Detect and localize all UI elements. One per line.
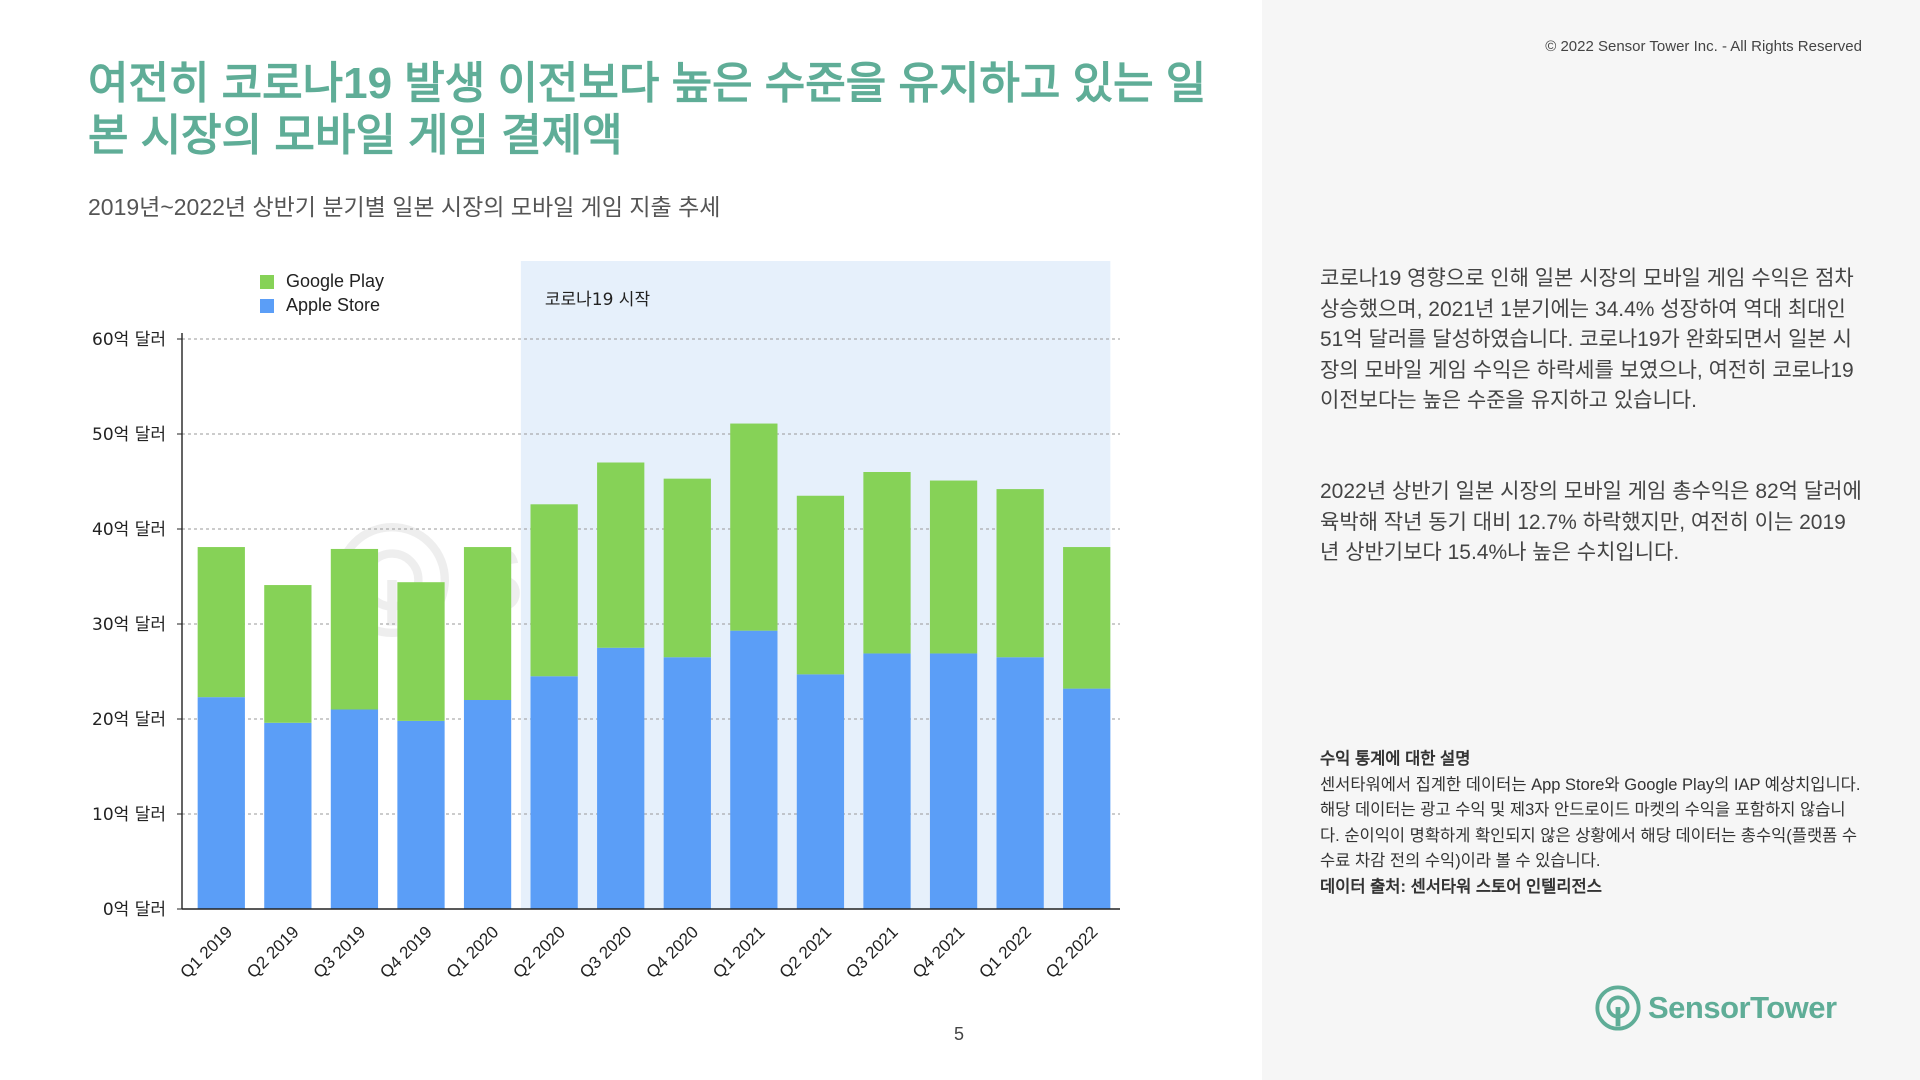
legend-swatch bbox=[260, 299, 274, 313]
x-tick-label: Q2 2020 bbox=[509, 922, 569, 982]
bar-google-play bbox=[530, 504, 578, 677]
revenue-note: 수익 통계에 대한 설명 센서타워에서 집계한 데이터는 App Store와 … bbox=[1320, 747, 1865, 900]
bar-apple-store bbox=[597, 647, 645, 909]
bar-apple-store bbox=[1063, 688, 1111, 909]
bar-apple-store bbox=[530, 676, 578, 909]
bar-google-play bbox=[463, 547, 512, 700]
summary-paragraph-2: 2022년 상반기 일본 시장의 모바일 게임 총수익은 82억 달러에 육박해… bbox=[1320, 480, 1862, 564]
bar-google-play bbox=[996, 489, 1044, 658]
legend-label: Apple Store bbox=[286, 295, 380, 315]
bar-apple-store bbox=[663, 657, 711, 909]
y-tick-label: 30억 달러 bbox=[92, 615, 166, 635]
bar-google-play bbox=[730, 423, 778, 631]
logo-text: SensorTower bbox=[1648, 990, 1837, 1025]
bar-google-play bbox=[397, 582, 445, 721]
right-panel bbox=[1262, 0, 1920, 1080]
summary-paragraph-1: 코로나19 영향으로 인해 일본 시장의 모바일 게임 수익은 점차 상승했으며… bbox=[1320, 267, 1854, 412]
note-title: 수익 통계에 대한 설명 bbox=[1320, 750, 1471, 768]
x-tick-label: Q1 2021 bbox=[709, 922, 769, 982]
bar-apple-store bbox=[397, 720, 445, 909]
y-tick-label: 40억 달러 bbox=[92, 520, 166, 540]
bar-google-play bbox=[264, 585, 312, 723]
bar-google-play bbox=[663, 478, 711, 658]
y-axis-ticks: 0억 달러 10억 달러 20억 달러 30억 달러 40억 달러 50억 달러 60억 달… bbox=[92, 330, 166, 920]
bar-google-play bbox=[330, 548, 379, 710]
x-tick-label: Q1 2022 bbox=[975, 922, 1035, 982]
covid-annotation: 코로나19 시작 bbox=[545, 290, 651, 310]
sensor-tower-logo-icon bbox=[1595, 985, 1641, 1031]
x-tick-label: Q2 2022 bbox=[1042, 922, 1102, 982]
y-tick-label: 10억 달러 bbox=[92, 805, 166, 825]
bar-chart: 코로나19 시작 0억 달러 10억 달러 20억 달러 30억 달러 40억 달러 50… bbox=[92, 261, 1120, 982]
bar-apple-store bbox=[929, 653, 978, 909]
x-tick-label: Q4 2019 bbox=[376, 922, 436, 982]
bar-google-play bbox=[929, 480, 978, 654]
x-tick-label: Q1 2020 bbox=[443, 922, 503, 982]
bar-google-play bbox=[197, 547, 245, 698]
x-tick-label: Q1 2019 bbox=[177, 922, 237, 982]
legend-label: Google Play bbox=[286, 271, 384, 291]
bar-google-play bbox=[863, 472, 911, 654]
axes bbox=[177, 333, 1120, 910]
y-tick-label: 50억 달러 bbox=[92, 425, 166, 445]
sensor-tower-logo: SensorTower bbox=[1594, 984, 1837, 1032]
x-tick-label: Q3 2020 bbox=[576, 922, 636, 982]
y-tick-label: 60억 달러 bbox=[92, 330, 166, 350]
note-source: 데이터 출처: 센서타워 스토어 인텔리전스 bbox=[1320, 877, 1602, 896]
page-title: 여전히 코로나19 발생 이전보다 높은 수준을 유지하고 있는 일본 시장의 … bbox=[88, 59, 1207, 160]
bar-google-play bbox=[1063, 547, 1111, 689]
page-number: 5 bbox=[954, 1024, 965, 1044]
bar-apple-store bbox=[796, 674, 845, 909]
bar-google-play bbox=[796, 495, 845, 675]
x-tick-label: Q3 2021 bbox=[842, 922, 902, 982]
bar-apple-store bbox=[197, 697, 245, 909]
x-tick-label: Q2 2019 bbox=[243, 922, 303, 982]
x-tick-label: Q2 2021 bbox=[776, 922, 836, 982]
bar-apple-store bbox=[463, 700, 512, 909]
note-body: 센서타워에서 집계한 데이터는 App Store와 Google Play의 … bbox=[1320, 775, 1861, 871]
bar-apple-store bbox=[264, 722, 312, 909]
chart-subtitle: 2019년~2022년 상반기 분기별 일본 시장의 모바일 게임 지출 추세 bbox=[88, 194, 721, 220]
copyright: © 2022 Sensor Tower Inc. - All Rights Re… bbox=[1545, 38, 1862, 55]
x-axis-ticks: Q1 2019 Q2 2019 Q3 2019 Q4 2019 Q1 2020 Q2 20… bbox=[177, 922, 1102, 982]
bar-apple-store bbox=[730, 630, 778, 909]
legend: Google Play Apple Store bbox=[260, 271, 384, 315]
bar-google-play bbox=[597, 462, 645, 648]
bar-apple-store bbox=[330, 709, 379, 909]
bar-apple-store bbox=[996, 657, 1044, 909]
x-tick-label: Q4 2021 bbox=[909, 922, 969, 982]
bar-apple-store bbox=[863, 653, 911, 909]
x-tick-label: Q4 2020 bbox=[643, 922, 703, 982]
y-tick-label: 0억 달러 bbox=[103, 900, 166, 920]
x-tick-label: Q3 2019 bbox=[310, 922, 370, 982]
y-tick-label: 20억 달러 bbox=[92, 710, 166, 730]
legend-swatch bbox=[260, 275, 274, 289]
bars bbox=[197, 423, 1111, 909]
